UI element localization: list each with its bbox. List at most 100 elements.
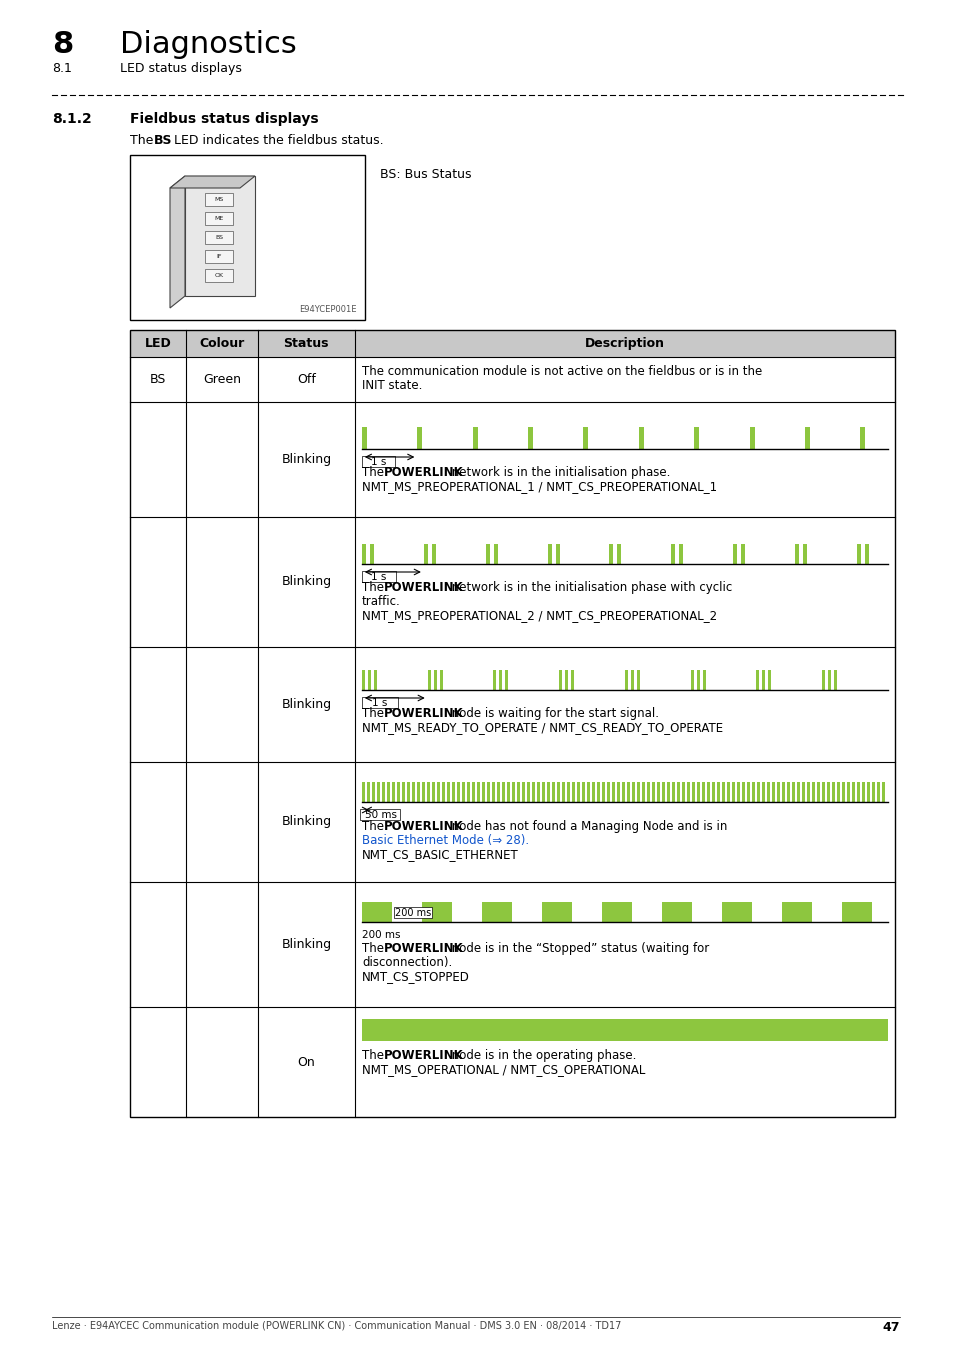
- Text: Status: Status: [283, 338, 329, 350]
- Bar: [630, 670, 634, 690]
- Bar: [639, 427, 643, 450]
- Text: 8.1: 8.1: [52, 62, 71, 76]
- Bar: [821, 670, 824, 690]
- Bar: [841, 782, 844, 802]
- Text: OK: OK: [214, 273, 223, 278]
- Text: node is in the “Stopped” status (waiting for: node is in the “Stopped” status (waiting…: [448, 942, 708, 954]
- Bar: [856, 782, 859, 802]
- Bar: [432, 782, 435, 802]
- Bar: [472, 427, 477, 450]
- Text: Blinking: Blinking: [281, 815, 331, 829]
- Bar: [205, 212, 233, 225]
- PathPatch shape: [170, 176, 185, 308]
- Bar: [646, 782, 649, 802]
- Bar: [701, 782, 704, 802]
- Text: POWERLINK: POWERLINK: [383, 580, 463, 594]
- Text: Blinking: Blinking: [281, 698, 331, 711]
- Bar: [466, 782, 470, 802]
- Bar: [505, 670, 508, 690]
- Bar: [661, 902, 691, 922]
- Bar: [833, 670, 837, 690]
- Bar: [679, 544, 682, 564]
- Bar: [806, 782, 809, 802]
- Bar: [611, 782, 615, 802]
- Bar: [361, 456, 395, 467]
- Bar: [861, 782, 864, 802]
- Bar: [609, 544, 613, 564]
- Bar: [436, 782, 439, 802]
- Bar: [506, 782, 509, 802]
- Bar: [761, 782, 764, 802]
- Bar: [706, 782, 709, 802]
- Text: NMT_MS_PREOPERATIONAL_2 / NMT_CS_PREOPERATIONAL_2: NMT_MS_PREOPERATIONAL_2 / NMT_CS_PREOPER…: [361, 609, 717, 622]
- Bar: [446, 782, 450, 802]
- Bar: [481, 782, 484, 802]
- Bar: [811, 782, 814, 802]
- Text: 200 ms: 200 ms: [395, 909, 431, 918]
- Text: Diagnostics: Diagnostics: [120, 30, 296, 59]
- Bar: [528, 427, 533, 450]
- Bar: [532, 782, 535, 802]
- Bar: [361, 670, 365, 690]
- Text: The: The: [361, 707, 387, 720]
- Bar: [205, 269, 233, 282]
- Bar: [733, 544, 737, 564]
- Bar: [205, 231, 233, 244]
- Text: Green: Green: [203, 373, 240, 386]
- Bar: [499, 670, 502, 690]
- Bar: [586, 782, 589, 802]
- Bar: [439, 670, 442, 690]
- Bar: [866, 782, 869, 802]
- Bar: [746, 782, 749, 802]
- Bar: [702, 670, 705, 690]
- Bar: [766, 782, 769, 802]
- Text: node is waiting for the start signal.: node is waiting for the start signal.: [448, 707, 659, 720]
- Bar: [486, 782, 490, 802]
- Bar: [476, 782, 479, 802]
- Bar: [827, 670, 830, 690]
- Text: E94YCEP001E: E94YCEP001E: [299, 305, 356, 315]
- Text: 200 ms: 200 ms: [361, 930, 400, 940]
- Text: NMT_CS_STOPPED: NMT_CS_STOPPED: [361, 971, 469, 983]
- Text: The: The: [361, 942, 387, 954]
- Bar: [637, 782, 639, 802]
- Text: The communication module is not active on the fieldbus or is in the: The communication module is not active o…: [361, 364, 761, 378]
- Bar: [361, 544, 366, 564]
- Bar: [547, 544, 551, 564]
- Bar: [367, 782, 370, 802]
- Bar: [370, 544, 374, 564]
- Bar: [512, 782, 515, 802]
- Bar: [690, 670, 693, 690]
- Text: POWERLINK: POWERLINK: [383, 1049, 463, 1062]
- Bar: [456, 782, 459, 802]
- Bar: [791, 782, 794, 802]
- Bar: [864, 544, 868, 564]
- Bar: [781, 782, 784, 802]
- Bar: [526, 782, 529, 802]
- Bar: [497, 782, 499, 802]
- Bar: [205, 250, 233, 263]
- Bar: [731, 782, 734, 802]
- Bar: [372, 782, 375, 802]
- Bar: [696, 670, 699, 690]
- Bar: [591, 782, 595, 802]
- Bar: [606, 782, 609, 802]
- Bar: [583, 427, 588, 450]
- Bar: [368, 670, 371, 690]
- Bar: [387, 782, 390, 802]
- Bar: [537, 782, 539, 802]
- Bar: [452, 782, 455, 802]
- Bar: [541, 782, 544, 802]
- Bar: [517, 782, 519, 802]
- Text: 50 ms: 50 ms: [365, 810, 396, 819]
- Bar: [546, 782, 549, 802]
- Bar: [374, 670, 376, 690]
- Text: 8.1.2: 8.1.2: [52, 112, 91, 126]
- Bar: [427, 670, 430, 690]
- Bar: [361, 427, 367, 450]
- Text: Description: Description: [584, 338, 664, 350]
- Bar: [786, 782, 789, 802]
- Text: POWERLINK: POWERLINK: [383, 819, 463, 833]
- Text: 47: 47: [882, 1322, 899, 1334]
- Text: The: The: [361, 1049, 387, 1062]
